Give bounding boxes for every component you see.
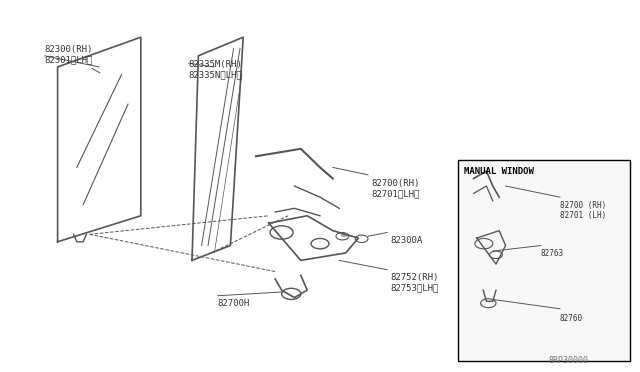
Text: 82335M(RH)
82335N〈LH〉: 82335M(RH) 82335N〈LH〉	[189, 60, 243, 79]
Text: 82300(RH)
82301〈LH〉: 82300(RH) 82301〈LH〉	[45, 45, 93, 64]
Text: 8RP30000: 8RP30000	[549, 356, 589, 365]
Text: 82700 (RH)
82701 (LH): 82700 (RH) 82701 (LH)	[560, 201, 606, 220]
Text: 82752(RH)
82753〈LH〉: 82752(RH) 82753〈LH〉	[390, 273, 439, 293]
Text: 82300A: 82300A	[390, 236, 422, 245]
Text: MANUAL WINDOW: MANUAL WINDOW	[464, 167, 534, 176]
Text: 82700H: 82700H	[218, 299, 250, 308]
Text: 82700(RH)
82701〈LH〉: 82700(RH) 82701〈LH〉	[371, 179, 420, 198]
Text: 82763: 82763	[541, 249, 564, 258]
Circle shape	[341, 233, 348, 237]
Bar	[458, 160, 630, 361]
Text: 82760: 82760	[560, 314, 583, 323]
